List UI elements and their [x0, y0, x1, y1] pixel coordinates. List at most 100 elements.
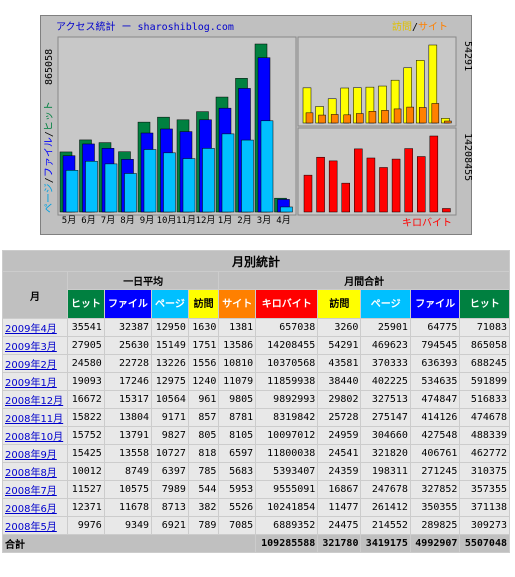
sites-bar	[368, 111, 377, 124]
value-cell: 8105	[219, 427, 256, 444]
sites-bar	[343, 114, 351, 124]
month-link[interactable]: 2008年11月	[5, 414, 64, 425]
value-cell: 5953	[219, 481, 256, 498]
value-cell: 38440	[318, 373, 361, 390]
column-header: ページ	[361, 290, 410, 318]
pages-bar	[104, 163, 118, 213]
value-cell: 805	[188, 427, 219, 444]
pages-bar	[163, 152, 176, 213]
month-link[interactable]: 2009年3月	[5, 342, 57, 353]
left-max: 865058	[44, 49, 55, 85]
total-cell: 5507048	[460, 535, 509, 552]
sites-bar	[305, 112, 314, 124]
month-label: 10月	[157, 215, 177, 226]
month-link[interactable]: 2009年1月	[5, 378, 57, 389]
column-header: サイト	[219, 290, 256, 318]
column-header: キロバイト	[256, 290, 318, 318]
value-cell: 6889352	[256, 517, 318, 534]
value-cell: 11079	[219, 373, 256, 390]
value-cell: 10241854	[256, 499, 318, 516]
left-axis-label: ページ/ファイル/ヒット	[43, 101, 55, 213]
daily-header: 一日平均	[68, 272, 219, 289]
value-cell: 789	[188, 517, 219, 534]
month-cell: 2009年1月	[3, 373, 67, 390]
month-label: 2月	[237, 215, 251, 226]
pages-bar	[202, 148, 215, 213]
kbytes-bar	[417, 156, 426, 213]
total-cell: 3419175	[361, 535, 410, 552]
value-cell: 10370568	[256, 355, 318, 372]
value-cell: 29802	[318, 391, 361, 408]
value-cell: 10575	[104, 481, 152, 498]
value-cell: 9976	[68, 517, 104, 534]
month-link[interactable]: 2008年8月	[5, 468, 57, 479]
value-cell: 469623	[361, 337, 410, 354]
month-label: 3月	[257, 215, 271, 226]
table-row: 2008年8月 10012 8749 6397 785 5683 5393407 24359 1…	[3, 463, 509, 480]
table-row: 2009年1月 19093 17246 12975 1240 11079 11859938 3…	[3, 373, 509, 390]
value-cell: 11859938	[256, 373, 318, 390]
table-row: 2009年4月 35541 32387 12950 1630 1381 657038 3260…	[3, 319, 509, 336]
table-row: 2008年6月 12371 11678 8713 382 5526 10241854 1147…	[3, 499, 509, 516]
pages-bar	[143, 149, 157, 213]
month-label: 1月	[218, 215, 232, 226]
value-cell: 370333	[361, 355, 410, 372]
value-cell: 9805	[219, 391, 256, 408]
kbytes-bar	[404, 148, 413, 213]
column-header: ページ	[152, 290, 188, 318]
total-row: 合計 109285588 321780 3419175 4992907 5507048	[3, 535, 509, 552]
value-cell: 488339	[460, 427, 509, 444]
month-link[interactable]: 2008年7月	[5, 486, 57, 497]
value-cell: 54291	[318, 337, 361, 354]
value-cell: 11477	[318, 499, 361, 516]
pages-bar	[65, 170, 79, 213]
value-cell: 247678	[361, 481, 410, 498]
month-link[interactable]: 2008年5月	[5, 522, 57, 533]
value-cell: 10564	[152, 391, 188, 408]
value-cell: 43581	[318, 355, 361, 372]
value-cell: 1630	[188, 319, 219, 336]
kbytes-bar	[341, 182, 350, 213]
value-cell: 8781	[219, 409, 256, 426]
table-row: 2008年5月 9976 9349 6921 789 7085 6889352 24475 21…	[3, 517, 509, 534]
value-cell: 261412	[361, 499, 410, 516]
value-cell: 6921	[152, 517, 188, 534]
value-cell: 402225	[361, 373, 410, 390]
value-cell: 15822	[68, 409, 104, 426]
value-cell: 1751	[188, 337, 219, 354]
value-cell: 516833	[460, 391, 509, 408]
table-row: 2008年11月 15822 13804 9171 857 8781 8319842 2572…	[3, 409, 509, 426]
access-chart: アクセス統計 ー sharoshiblog.com 訪問/サイト 865058 …	[40, 15, 472, 235]
sites-bar	[406, 106, 414, 124]
value-cell: 25901	[361, 319, 410, 336]
pages-bar	[85, 160, 98, 213]
value-cell: 12950	[152, 319, 188, 336]
value-cell: 13791	[104, 427, 152, 444]
month-link[interactable]: 2009年2月	[5, 360, 57, 371]
month-link[interactable]: 2008年10月	[5, 432, 64, 443]
sites-bar	[356, 113, 364, 124]
value-cell: 7085	[219, 517, 256, 534]
kbytes-bar	[442, 208, 451, 213]
value-cell: 309273	[460, 517, 509, 534]
month-link[interactable]: 2008年9月	[5, 450, 57, 461]
month-link[interactable]: 2009年4月	[5, 324, 57, 335]
month-link[interactable]: 2008年6月	[5, 504, 57, 515]
value-cell: 10810	[219, 355, 256, 372]
value-cell: 7989	[152, 481, 188, 498]
value-cell: 785	[188, 463, 219, 480]
right-top-max: 54291	[462, 41, 472, 71]
value-cell: 327852	[410, 481, 460, 498]
month-cell: 2008年5月	[3, 517, 67, 534]
kbytes-bar	[366, 157, 376, 213]
value-cell: 13586	[219, 337, 256, 354]
value-cell: 534635	[410, 373, 460, 390]
sites-bar	[431, 103, 440, 124]
month-link[interactable]: 2008年12月	[5, 396, 64, 407]
value-cell: 27905	[68, 337, 104, 354]
value-cell: 24959	[318, 427, 361, 444]
pages-bar	[260, 120, 274, 213]
value-cell: 14208455	[256, 337, 318, 354]
kbytes-bar	[429, 135, 439, 213]
value-cell: 406761	[410, 445, 460, 462]
